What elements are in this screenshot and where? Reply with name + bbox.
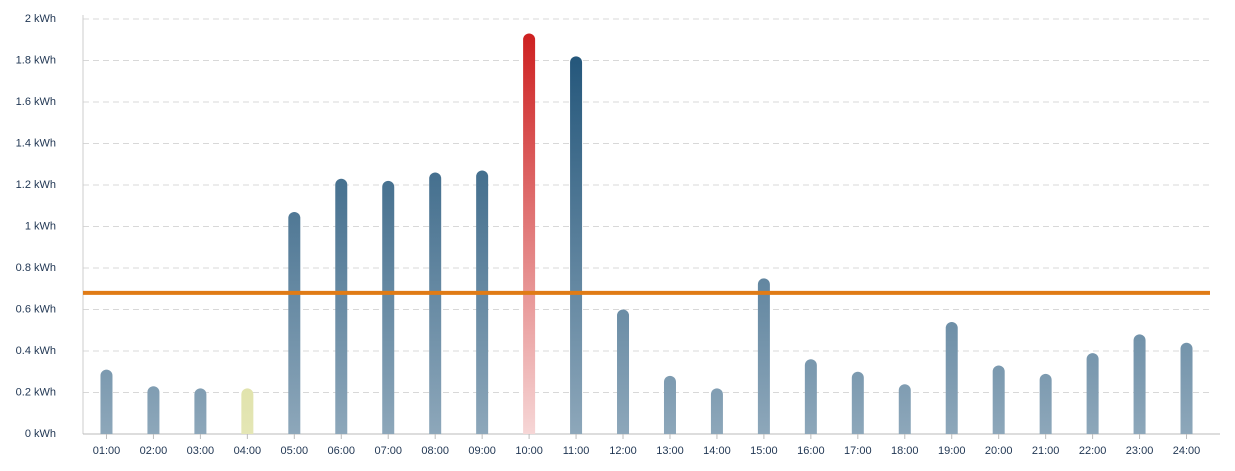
bar xyxy=(757,278,770,434)
bar xyxy=(100,369,113,434)
x-tick-label: 06:00 xyxy=(328,445,356,457)
x-tick-label: 01:00 xyxy=(93,445,121,457)
y-tick-label: 1 kWh xyxy=(25,220,56,232)
bar xyxy=(710,388,723,434)
x-tick-label: 11:00 xyxy=(563,445,590,457)
x-tick-label: 14:00 xyxy=(703,445,731,457)
x-tick-label: 18:00 xyxy=(891,445,919,457)
x-tick-label: 08:00 xyxy=(421,445,449,457)
bar xyxy=(335,178,348,434)
x-tick-label: 15:00 xyxy=(750,445,778,457)
x-tick-label: 22:00 xyxy=(1079,445,1107,457)
y-tick-label: 0.8 kWh xyxy=(16,262,56,274)
x-tick-label: 23:00 xyxy=(1126,445,1154,457)
bar xyxy=(382,180,395,434)
y-tick-label: 2 kWh xyxy=(25,13,56,25)
y-tick-label: 1.2 kWh xyxy=(16,179,56,191)
x-tick-label: 24:00 xyxy=(1173,445,1201,457)
bar xyxy=(992,365,1005,434)
x-tick-label: 21:00 xyxy=(1032,445,1060,457)
bar xyxy=(945,321,958,434)
bar xyxy=(851,371,864,434)
bar xyxy=(288,211,301,434)
x-tick-label: 20:00 xyxy=(985,445,1013,457)
y-tick-label: 1.4 kWh xyxy=(16,137,56,149)
bar xyxy=(241,388,254,434)
x-tick-label: 05:00 xyxy=(281,445,309,457)
y-tick-label: 0.6 kWh xyxy=(16,303,56,315)
bar xyxy=(804,359,817,434)
y-tick-label: 1.6 kWh xyxy=(16,96,56,108)
bar xyxy=(194,388,207,434)
x-tick-label: 10:00 xyxy=(515,445,543,457)
bar xyxy=(663,375,676,434)
x-tick-label: 12:00 xyxy=(609,445,637,457)
bar xyxy=(429,172,442,434)
bar xyxy=(1180,342,1193,434)
bar xyxy=(1039,373,1052,434)
y-tick-label: 0 kWh xyxy=(25,428,56,440)
bar xyxy=(523,33,536,435)
x-tick-label: 09:00 xyxy=(468,445,496,457)
x-tick-label: 17:00 xyxy=(844,445,872,457)
bar xyxy=(898,384,911,434)
x-tick-label: 07:00 xyxy=(374,445,402,457)
x-tick-label: 03:00 xyxy=(187,445,215,457)
x-tick-label: 04:00 xyxy=(234,445,262,457)
bar xyxy=(1086,353,1099,434)
bar xyxy=(617,309,630,434)
x-tick-label: 16:00 xyxy=(797,445,825,457)
x-tick-label: 19:00 xyxy=(938,445,966,457)
bar xyxy=(476,170,489,434)
bar xyxy=(1133,334,1146,434)
x-tick-label: 13:00 xyxy=(656,445,684,457)
y-tick-label: 0.2 kWh xyxy=(16,386,56,398)
y-tick-label: 1.8 kWh xyxy=(16,54,56,66)
bar xyxy=(147,386,160,434)
bar xyxy=(570,56,583,434)
x-tick-label: 02:00 xyxy=(140,445,168,457)
y-tick-label: 0.4 kWh xyxy=(16,345,56,357)
